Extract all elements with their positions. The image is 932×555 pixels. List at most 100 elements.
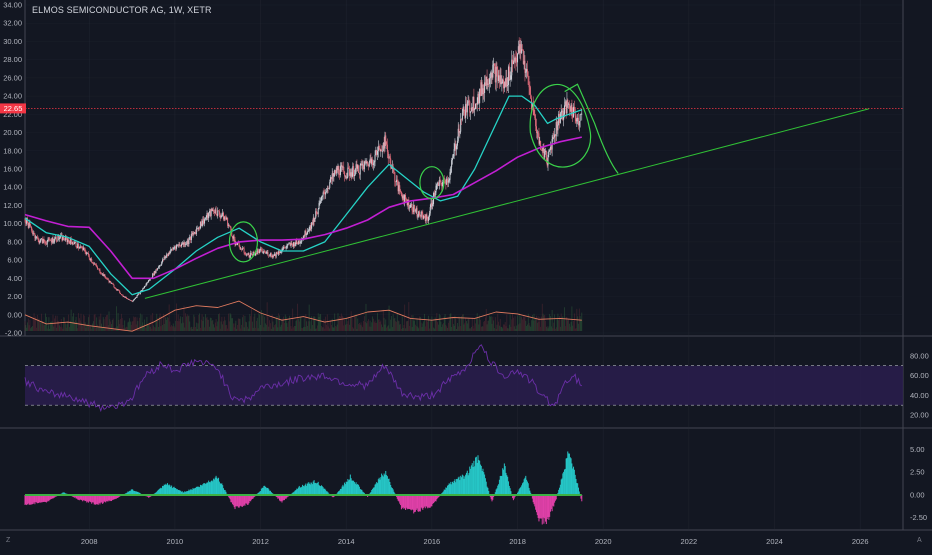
volume-bar bbox=[173, 324, 174, 331]
candle-body bbox=[321, 197, 322, 201]
candle-body bbox=[133, 300, 134, 301]
volume-bar bbox=[530, 327, 531, 331]
volume-bar bbox=[226, 325, 227, 331]
candle-body bbox=[221, 216, 222, 217]
volume-bar bbox=[197, 329, 198, 331]
volume-bar bbox=[375, 323, 376, 331]
candle-body bbox=[244, 248, 245, 252]
volume-bar bbox=[28, 318, 29, 331]
volume-bar bbox=[174, 326, 175, 331]
candle-body bbox=[397, 180, 398, 182]
volume-bar bbox=[181, 323, 182, 331]
candle-body bbox=[477, 103, 478, 104]
candle-body bbox=[440, 180, 441, 181]
volume-bar bbox=[254, 314, 255, 331]
candle-body bbox=[34, 234, 35, 239]
volume-bar bbox=[502, 328, 503, 331]
time-tick-label: 2026 bbox=[852, 537, 869, 546]
volume-bar bbox=[410, 318, 411, 331]
volume-bar bbox=[509, 325, 510, 331]
volume-bar bbox=[288, 321, 289, 331]
volume-bar bbox=[176, 304, 177, 331]
volume-bar bbox=[120, 319, 121, 331]
volume-bar bbox=[333, 328, 334, 331]
volume-bar bbox=[557, 319, 558, 331]
candle-body bbox=[43, 239, 44, 241]
candle-body bbox=[538, 133, 539, 134]
candle-body bbox=[534, 108, 535, 115]
volume-bar bbox=[104, 319, 105, 331]
volume-bar bbox=[468, 319, 469, 331]
candle-body bbox=[457, 141, 458, 146]
volume-bar bbox=[43, 322, 44, 331]
volume-bar bbox=[267, 302, 268, 331]
volume-bar bbox=[324, 319, 325, 331]
volume-bar bbox=[483, 327, 484, 331]
candle-body bbox=[319, 202, 320, 204]
volume-bar bbox=[537, 323, 538, 331]
volume-bar bbox=[490, 317, 491, 331]
volume-bar bbox=[231, 314, 232, 331]
candle-body bbox=[54, 239, 55, 242]
volume-bar bbox=[433, 328, 434, 331]
volume-bar bbox=[195, 327, 196, 331]
candle-body bbox=[548, 155, 549, 165]
rsi-tick-label: 40.00 bbox=[910, 391, 929, 400]
candle-body bbox=[253, 252, 254, 253]
candle-body bbox=[394, 172, 395, 182]
volume-bar bbox=[545, 321, 546, 331]
volume-bar bbox=[508, 328, 509, 331]
candle-body bbox=[342, 165, 343, 167]
volume-bar bbox=[143, 326, 144, 331]
volume-bar bbox=[146, 317, 147, 331]
volume-bar bbox=[305, 327, 306, 331]
volume-bar bbox=[322, 327, 323, 331]
candle-body bbox=[448, 181, 449, 182]
candle-body bbox=[158, 267, 159, 268]
candle-body bbox=[358, 166, 359, 173]
histogram-tick-label: 0.00 bbox=[910, 490, 925, 499]
volume-bar bbox=[412, 327, 413, 331]
candle-body bbox=[108, 278, 109, 280]
volume-bar bbox=[32, 326, 33, 331]
volume-bar bbox=[216, 319, 217, 331]
volume-bar bbox=[80, 321, 81, 331]
candle-body bbox=[79, 248, 80, 249]
volume-bar bbox=[390, 320, 391, 331]
candle-body bbox=[473, 97, 474, 110]
candle-body bbox=[328, 188, 329, 189]
volume-bar bbox=[161, 326, 162, 331]
volume-bar bbox=[124, 320, 125, 331]
volume-bar bbox=[527, 324, 528, 331]
volume-bar bbox=[517, 316, 518, 331]
candle-body bbox=[249, 256, 250, 257]
candle-body bbox=[412, 204, 413, 210]
volume-bar bbox=[283, 317, 284, 331]
candle-body bbox=[239, 246, 240, 249]
volume-bar bbox=[331, 325, 332, 331]
volume-bar bbox=[45, 314, 46, 331]
volume-bar bbox=[268, 317, 269, 331]
volume-bar bbox=[396, 322, 397, 331]
candle-body bbox=[373, 163, 374, 165]
volume-bar bbox=[511, 319, 512, 331]
volume-bar bbox=[92, 323, 93, 331]
volume-bar bbox=[512, 313, 513, 331]
volume-bar bbox=[304, 318, 305, 331]
volume-bar bbox=[522, 319, 523, 331]
timezone-icon[interactable]: Z bbox=[6, 537, 10, 544]
auto-scale-icon[interactable]: A bbox=[917, 537, 922, 544]
volume-bar bbox=[239, 319, 240, 331]
candle-body bbox=[148, 280, 149, 282]
volume-bar bbox=[144, 320, 145, 331]
candle-body bbox=[340, 166, 341, 175]
volume-bar bbox=[179, 321, 180, 331]
candle-body bbox=[409, 208, 410, 209]
candle-body bbox=[296, 240, 297, 243]
volume-bar bbox=[169, 304, 170, 331]
volume-bar bbox=[281, 325, 282, 331]
volume-bar bbox=[357, 318, 358, 331]
price-tick-label: 28.00 bbox=[3, 55, 22, 64]
volume-bar bbox=[227, 329, 228, 331]
